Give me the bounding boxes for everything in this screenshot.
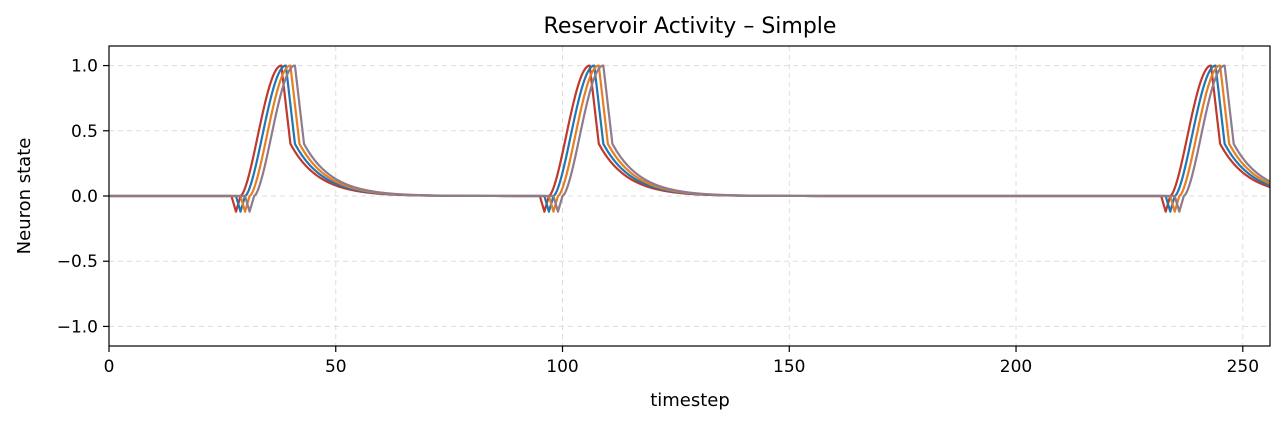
x-tick-label: 200	[1000, 357, 1032, 377]
series-line-4	[109, 64, 1271, 213]
series-layer	[109, 64, 1271, 213]
x-tick-label: 100	[546, 357, 578, 377]
y-tick-label: 0.0	[71, 187, 98, 207]
x-tick-label: 50	[325, 357, 347, 377]
y-axis-label: Neuron state	[14, 138, 35, 255]
x-tick-label: 150	[773, 357, 805, 377]
x-tick-label: 250	[1227, 357, 1259, 377]
y-tick-label: 1.0	[71, 57, 98, 77]
y-tick-label: −0.5	[57, 252, 98, 272]
chart-title: Reservoir Activity – Simple	[544, 14, 837, 39]
x-tick-label: 0	[104, 357, 115, 377]
y-tick-label: 0.5	[71, 122, 98, 142]
axis-layer: 0 50 100 150 200 250 −1.0 −0.5 0.0 0.5 1.0	[57, 45, 1271, 377]
x-axis-label: timestep	[650, 390, 730, 411]
y-tick-label: −1.0	[57, 317, 98, 337]
